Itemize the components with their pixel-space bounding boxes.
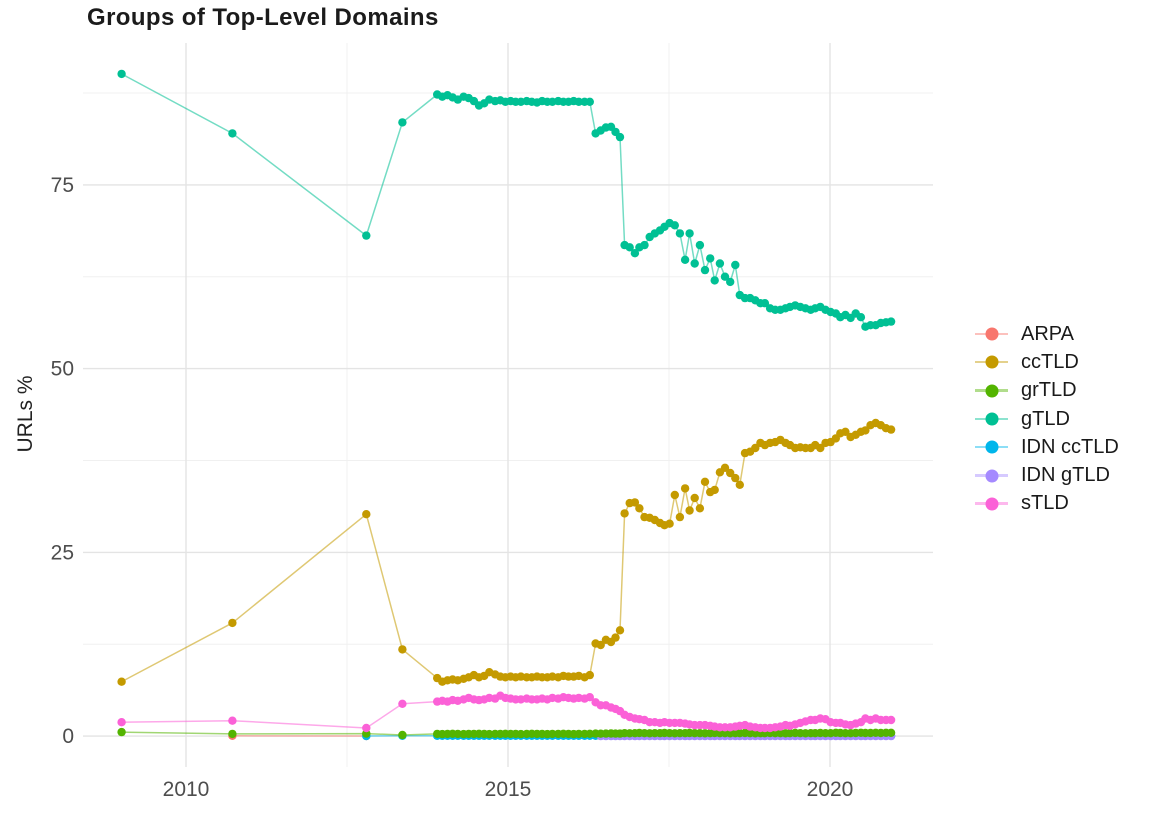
legend-key-icon xyxy=(975,327,1008,342)
x-tick-label: 2020 xyxy=(807,778,854,801)
legend-label: gTLD xyxy=(1021,407,1070,430)
series-grTLD xyxy=(117,727,896,740)
legend-key-icon xyxy=(975,383,1008,398)
y-tick-label: 25 xyxy=(51,541,74,564)
legend-label: sTLD xyxy=(1021,492,1069,515)
x-tick-label: 2010 xyxy=(163,778,210,801)
legend-key-icon xyxy=(975,440,1008,455)
legend-key-icon xyxy=(975,468,1008,483)
legend-item-IDN-gTLD: IDN gTLD xyxy=(975,461,1119,489)
series-sTLD xyxy=(117,691,896,733)
x-tick-label: 2015 xyxy=(485,778,532,801)
legend-item-IDN-ccTLD: IDN ccTLD xyxy=(975,433,1119,461)
chart-title: Groups of Top-Level Domains xyxy=(87,4,439,31)
legend-item-grTLD: grTLD xyxy=(975,377,1119,405)
x-axis-tick-labels: 2010 2015 2020 xyxy=(163,778,854,801)
y-tick-label: 75 xyxy=(51,174,74,197)
legend-item-sTLD: sTLD xyxy=(975,490,1119,518)
y-tick-label: 50 xyxy=(51,358,74,381)
y-axis-tick-labels: 0 25 50 75 xyxy=(51,174,74,748)
legend-label: ccTLD xyxy=(1021,350,1079,373)
y-tick-label: 0 xyxy=(62,725,74,748)
legend-item-ccTLD: ccTLD xyxy=(975,348,1119,376)
gridlines xyxy=(83,43,933,767)
legend-label: IDN gTLD xyxy=(1021,464,1110,487)
series-ccTLD xyxy=(117,418,896,686)
legend-key-icon xyxy=(975,412,1008,427)
legend-label: IDN ccTLD xyxy=(1021,435,1119,458)
legend-item-ARPA: ARPA xyxy=(975,320,1119,348)
series-gTLD xyxy=(117,69,896,331)
legend-label: grTLD xyxy=(1021,379,1077,402)
legend: ARPA ccTLD grTLD gTLD IDN ccTLD IDN gTLD sTLD xyxy=(975,320,1119,518)
legend-key-icon xyxy=(975,496,1008,511)
legend-item-gTLD: gTLD xyxy=(975,405,1119,433)
legend-label: ARPA xyxy=(1021,322,1074,345)
y-axis-title: URLs % xyxy=(14,375,37,453)
legend-key-icon xyxy=(975,355,1008,370)
